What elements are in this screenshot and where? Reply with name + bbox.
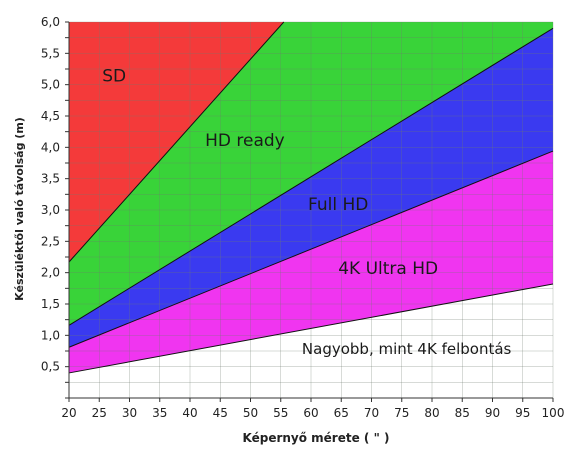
region-sd-label: SD [102, 67, 126, 87]
y-tick-label: 5,5 [41, 46, 60, 60]
y-tick-label: 3,0 [41, 203, 60, 217]
region-full-hd-label: Full HD [308, 195, 368, 215]
x-tick-label: 70 [364, 406, 379, 420]
region-4k-ultra-hd-label: 4K Ultra HD [338, 259, 438, 279]
x-tick-label: 20 [61, 406, 76, 420]
chart-boundaries [68, 21, 554, 374]
region-beyond-4k-label: Nagyobb, mint 4K felbontás [302, 340, 512, 358]
chart-axes [65, 21, 554, 402]
boundary-line-1 [68, 21, 285, 263]
y-tick-label: 4,5 [41, 109, 60, 123]
x-tick-label: 95 [515, 406, 530, 420]
boundary-line-2 [68, 27, 554, 326]
y-tick-label: 2,5 [41, 234, 60, 248]
x-tick-label: 75 [394, 406, 409, 420]
region-hd-ready-label: HD ready [205, 131, 285, 151]
y-axis-title: Készüléktől való távolság (m) [13, 117, 26, 301]
x-tick-label: 65 [334, 406, 349, 420]
y-tick-label: 3,5 [41, 172, 60, 186]
x-tick-label: 40 [182, 406, 197, 420]
boundary-line-3 [68, 150, 554, 348]
boundary-line-4 [68, 283, 554, 374]
x-tick-labels: 20 25 30 35 40 45 50 55 60 65 70 75 80 85 90 95 100 [61, 406, 564, 420]
y-tick-label: 4,0 [41, 140, 60, 154]
y-tick-label: 5,0 [41, 78, 60, 92]
y-tick-label: 1,5 [41, 297, 60, 311]
y-tick-label: 6,0 [41, 15, 60, 29]
x-tick-label: 80 [424, 406, 439, 420]
x-tick-label: 35 [152, 406, 167, 420]
x-tick-label: 25 [92, 406, 107, 420]
x-axis-title: Képernyő mérete ( " ) [243, 431, 390, 445]
region-labels: SD HD ready Full HD 4K Ultra HD Nagyobb, min… [102, 67, 511, 359]
x-tick-label: 60 [303, 406, 318, 420]
x-tick-label: 100 [542, 406, 565, 420]
x-tick-label: 45 [213, 406, 228, 420]
x-tick-label: 30 [122, 406, 137, 420]
y-tick-labels: 0,5 1,0 1,5 2,0 2,5 3,0 3,5 4,0 4,5 5,0 5,5 6,0 [41, 15, 60, 374]
x-tick-label: 85 [455, 406, 470, 420]
y-tick-label: 1,0 [41, 328, 60, 342]
x-tick-label: 50 [243, 406, 258, 420]
y-tick-label: 2,0 [41, 266, 60, 280]
x-tick-label: 55 [273, 406, 288, 420]
y-tick-label: 0,5 [41, 360, 60, 374]
x-tick-label: 90 [485, 406, 500, 420]
